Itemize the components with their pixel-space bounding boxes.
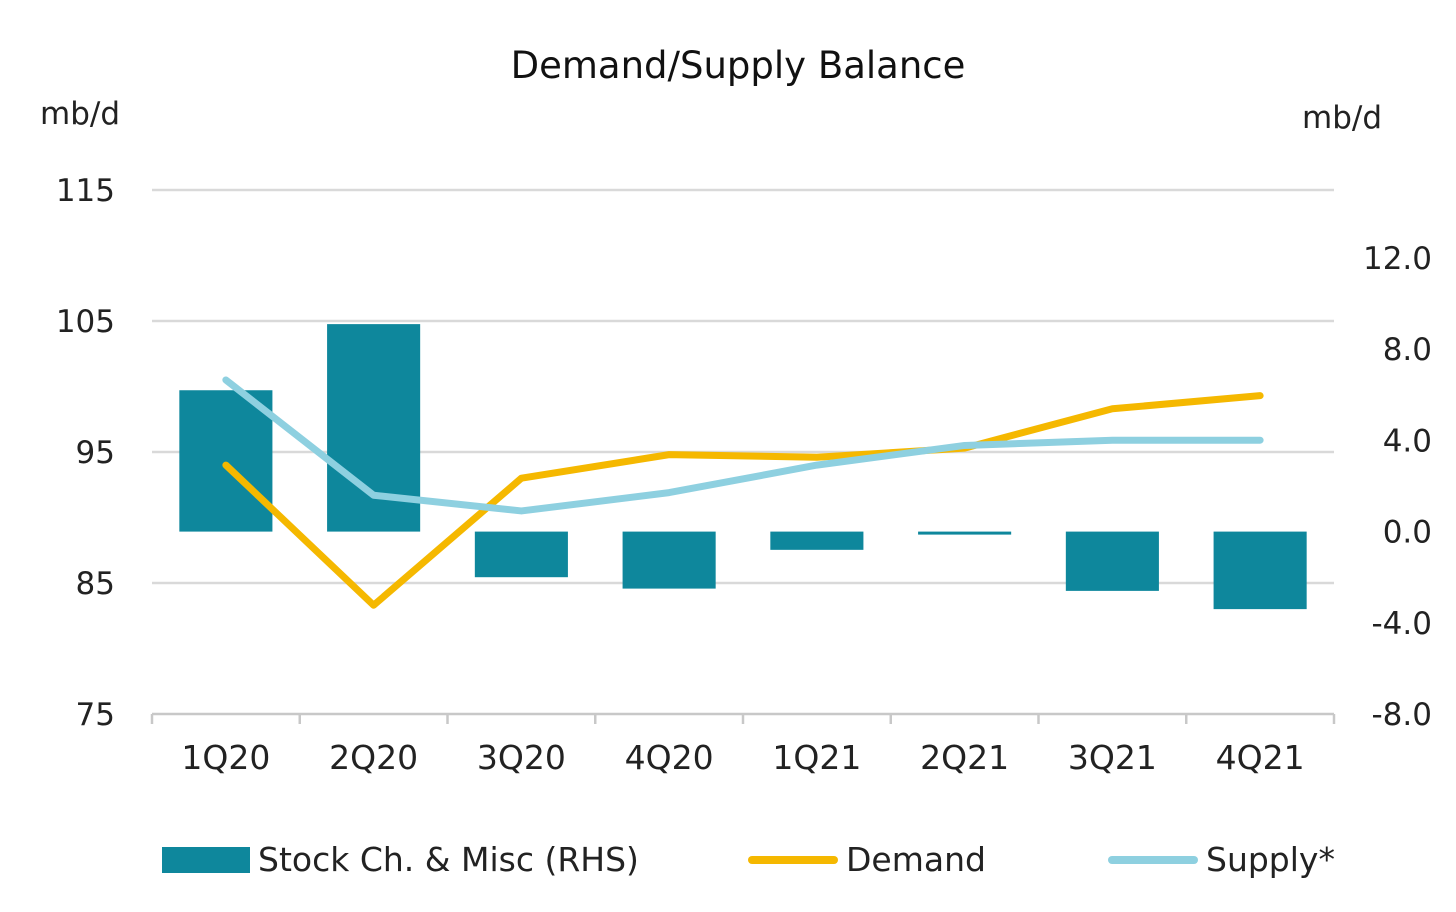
left-tick-label: 105 [56,304,115,340]
bar-stock-change [770,531,864,550]
bar-stock-change [179,390,273,532]
line-demand [222,392,1264,609]
right-axis-unit: mb/d [1302,100,1382,136]
chart-title: Demand/Supply Balance [510,44,966,87]
bar-stock-change [474,531,568,578]
category-label: 3Q21 [1068,738,1157,777]
bar-stock-change [918,531,1012,535]
legend-swatch-stock [162,846,250,873]
right-tick-labels: -8.0 -4.0 0.0 4.0 8.0 12.0 [1363,241,1432,733]
line-series [222,376,1264,609]
category-label: 4Q20 [625,738,714,777]
category-label: 2Q21 [920,738,1009,777]
left-tick-labels: 75 85 95 105 115 [56,173,115,733]
category-label: 1Q20 [181,738,270,777]
category-label: 4Q21 [1216,738,1305,777]
legend-item-demand: Demand [748,840,986,879]
right-tick-label: -8.0 [1372,697,1433,733]
category-label: 2Q20 [329,738,418,777]
category-labels: 1Q20 2Q20 3Q20 4Q20 1Q21 2Q21 3Q21 4Q21 [181,738,1304,777]
right-tick-label: 8.0 [1383,332,1432,368]
left-tick-label: 115 [56,173,115,209]
axes [150,712,1336,724]
right-tick-label: 0.0 [1383,515,1432,551]
legend-swatch-demand [748,855,838,864]
right-tick-label: -4.0 [1372,606,1433,642]
legend-item-stock: Stock Ch. & Misc (RHS) [162,840,639,879]
left-tick-label: 75 [76,697,115,733]
legend-label-stock: Stock Ch. & Misc (RHS) [258,840,639,879]
bar-series [179,324,1307,610]
line-supply [222,376,1264,515]
category-label: 3Q20 [477,738,566,777]
legend-swatch-supply [1108,855,1198,864]
legend-item-supply: Supply* [1108,840,1335,879]
right-tick-label: 4.0 [1383,423,1432,459]
left-tick-label: 95 [76,435,115,471]
legend-label-supply: Supply* [1206,840,1335,879]
left-tick-label: 85 [76,566,115,602]
left-axis-unit: mb/d [40,96,120,132]
bar-stock-change [1213,531,1307,610]
right-tick-label: 12.0 [1363,241,1432,277]
bar-stock-change [622,531,716,589]
bar-stock-change [1065,531,1159,591]
legend-label-demand: Demand [846,840,986,879]
category-label: 1Q21 [772,738,861,777]
